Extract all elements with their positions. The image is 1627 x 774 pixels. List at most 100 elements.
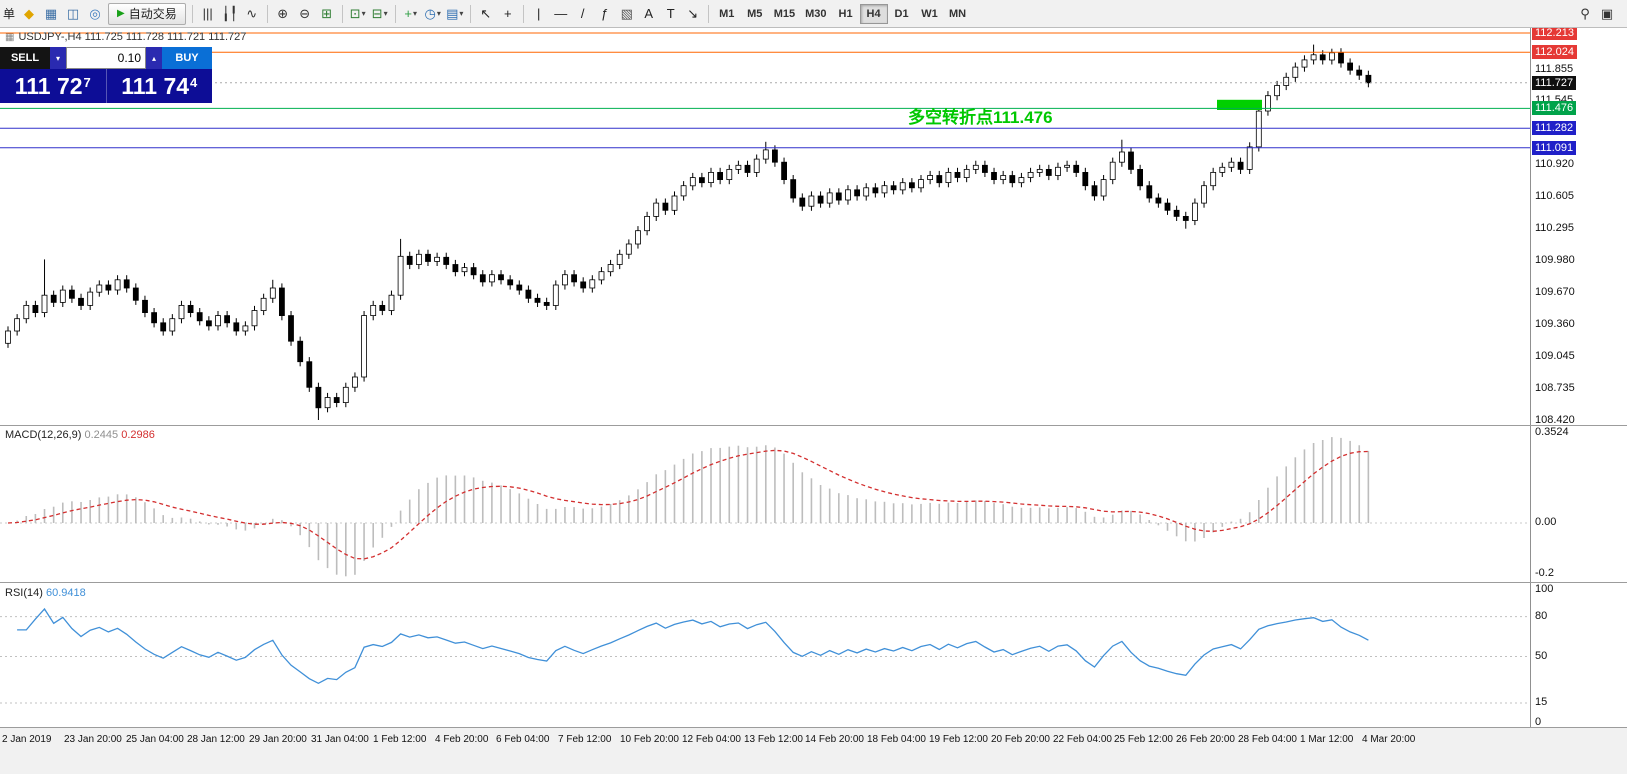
- fibonacci-icon[interactable]: ƒ: [594, 3, 616, 24]
- toolbar-separator: [522, 4, 524, 23]
- rsi-indicator-chart[interactable]: [0, 583, 1530, 727]
- panel-separator[interactable]: [0, 425, 1627, 426]
- vertical-line-icon[interactable]: |: [528, 3, 550, 24]
- search-icon[interactable]: ⚲: [1574, 3, 1596, 24]
- horizontal-line-icon[interactable]: —: [550, 3, 572, 24]
- dropdown-caret-icon: ▾: [361, 9, 366, 18]
- price-axis-label: 110.605: [1535, 190, 1574, 202]
- autotrading-label: 自动交易: [128, 7, 177, 21]
- zoom-in-icon[interactable]: ⊕: [272, 3, 294, 24]
- new-chart-icon[interactable]: ⊡ ▾: [347, 3, 369, 24]
- time-axis-label: 4 Feb 20:00: [435, 734, 489, 745]
- crosshair-icon[interactable]: +: [497, 3, 519, 24]
- buy-button[interactable]: BUY: [162, 47, 212, 69]
- time-axis-label: 7 Feb 12:00: [558, 734, 612, 745]
- time-axis-label: 20 Feb 20:00: [991, 734, 1050, 745]
- chart-annotation: 多空转折点111.476: [908, 108, 1053, 127]
- messages-icon[interactable]: ▣: [1596, 3, 1618, 24]
- time-axis-label: 19 Feb 12:00: [929, 734, 988, 745]
- cursor-icon[interactable]: ↖: [475, 3, 497, 24]
- play-icon: ▶: [117, 8, 125, 19]
- time-axis-label: 12 Feb 04:00: [682, 734, 741, 745]
- price-level-badge: 112.213: [1532, 26, 1577, 40]
- timeframe-group: M1 M5 M15 M30 H1 H4 D1 W1 MN: [713, 3, 972, 24]
- timeframe-mn-button[interactable]: MN: [944, 4, 972, 24]
- label-icon[interactable]: T: [660, 3, 682, 24]
- price-level-badge: 111.091: [1532, 141, 1577, 155]
- timeframe-h1-button[interactable]: H1: [832, 4, 860, 24]
- volume-input[interactable]: [66, 47, 146, 69]
- toolbar-separator: [394, 4, 396, 23]
- text-icon[interactable]: A: [638, 3, 660, 24]
- rsi-axis-label: 15: [1535, 696, 1548, 708]
- chart-list-icon[interactable]: ⊟ ▾: [369, 3, 391, 24]
- indicators-icon[interactable]: + ▾: [400, 3, 422, 24]
- time-axis-label: 25 Jan 04:00: [126, 734, 184, 745]
- rsi-label: RSI(14) 60.9418: [5, 587, 86, 599]
- time-axis-label: 4 Mar 20:00: [1362, 734, 1416, 745]
- buy-price[interactable]: 111 74 4: [105, 69, 213, 103]
- zoom-out-icon[interactable]: ⊖: [294, 3, 316, 24]
- price-level-badge: 111.727: [1532, 76, 1577, 90]
- price-level-badge: 111.282: [1532, 121, 1577, 135]
- arrows-icon[interactable]: ↘: [682, 3, 704, 24]
- timeframe-m30-button[interactable]: M30: [800, 4, 831, 24]
- chart-title: ▦ USDJPY-,H4 111.725 111.728 111.721 111…: [5, 31, 246, 43]
- time-axis-label: 1 Mar 12:00: [1300, 734, 1354, 745]
- bars-chart-icon[interactable]: |||: [197, 3, 219, 24]
- macd-indicator-chart[interactable]: [0, 425, 1530, 581]
- toolbar-separator: [341, 4, 343, 23]
- time-axis[interactable]: 2 Jan 2019 23 Jan 20:00 25 Jan 04:00 28 Jan…: [0, 727, 1627, 774]
- templates-icon[interactable]: ▤ ▾: [444, 3, 466, 24]
- charts-icon[interactable]: ▦: [40, 3, 62, 24]
- time-axis-label: 28 Jan 12:00: [187, 734, 245, 745]
- chart-title-text: USDJPY-,H4 111.725 111.728 111.721 111.7…: [18, 31, 247, 43]
- profiles-icon[interactable]: ◫: [62, 3, 84, 24]
- time-axis-label: 28 Feb 04:00: [1238, 734, 1297, 745]
- volume-down-button[interactable]: ▾: [50, 47, 66, 69]
- candles-chart-icon[interactable]: ╽╿: [219, 3, 241, 24]
- rsi-axis-label: 50: [1535, 650, 1548, 662]
- timeframe-w1-button[interactable]: W1: [916, 4, 944, 24]
- price-axis-label: 109.670: [1535, 286, 1575, 298]
- one-click-trading-panel: SELL ▾ ▴ BUY 111 727 111 744: [0, 47, 212, 103]
- timeframe-m1-button[interactable]: M1: [713, 4, 741, 24]
- price-axis-label: 109.045: [1535, 350, 1575, 362]
- price-chart[interactable]: [0, 28, 1530, 425]
- toolbar-separator: [191, 4, 193, 23]
- price-level-badge: 111.476: [1532, 101, 1577, 115]
- dropdown-caret-icon: ▾: [383, 9, 388, 18]
- time-axis-label: 10 Feb 20:00: [620, 734, 679, 745]
- time-axis-label: 29 Jan 20:00: [249, 734, 307, 745]
- periods-icon[interactable]: ◷ ▾: [422, 3, 444, 24]
- panel-separator[interactable]: [0, 582, 1627, 583]
- dropdown-caret-icon: ▾: [436, 9, 441, 18]
- macd-axis-label: 0.00: [1535, 516, 1557, 528]
- price-axis[interactable]: 111.855 111.545 110.920 110.605 110.295 109.9…: [1530, 26, 1627, 728]
- volume-up-button[interactable]: ▴: [146, 47, 162, 69]
- timeframe-d1-button[interactable]: D1: [888, 4, 916, 24]
- toolbar: 单 ◆ ▦ ◫ ◎ ▶ 自动交易 ||| ╽╿ ∿ ⊕ ⊖ ⊞ ⊡ ▾ ⊟ ▾ + ▾ ◷ ▾ ▤ ▾ ↖ + | — / ƒ ▧…: [0, 0, 1627, 28]
- macd-axis-label: -0.2: [1535, 567, 1554, 579]
- timeframe-h4-button[interactable]: H4: [859, 3, 888, 24]
- trendline-icon[interactable]: /: [572, 3, 594, 24]
- navigator-icon[interactable]: ◎: [84, 3, 106, 24]
- sell-button[interactable]: SELL: [0, 47, 50, 69]
- time-axis-label: 6 Feb 04:00: [496, 734, 550, 745]
- time-axis-label: 18 Feb 04:00: [867, 734, 926, 745]
- tile-windows-icon[interactable]: ⊞: [316, 3, 338, 24]
- new-order-icon[interactable]: ◆: [18, 3, 40, 24]
- toolbar-separator: [266, 4, 268, 23]
- sell-price[interactable]: 111 72 7: [14, 72, 91, 99]
- panel-separator: [0, 727, 1627, 728]
- line-chart-icon[interactable]: ∿: [241, 3, 263, 24]
- shapes-icon[interactable]: ▧: [616, 3, 638, 24]
- price-axis-label: 110.920: [1535, 158, 1574, 170]
- new-order-label-fragment[interactable]: 单: [3, 7, 16, 21]
- time-axis-label: 2 Jan 2019: [2, 734, 52, 745]
- timeframe-m5-button[interactable]: M5: [741, 4, 769, 24]
- time-axis-label: 22 Feb 04:00: [1053, 734, 1112, 745]
- autotrading-button[interactable]: ▶ 自动交易: [108, 2, 186, 25]
- timeframe-m15-button[interactable]: M15: [769, 4, 800, 24]
